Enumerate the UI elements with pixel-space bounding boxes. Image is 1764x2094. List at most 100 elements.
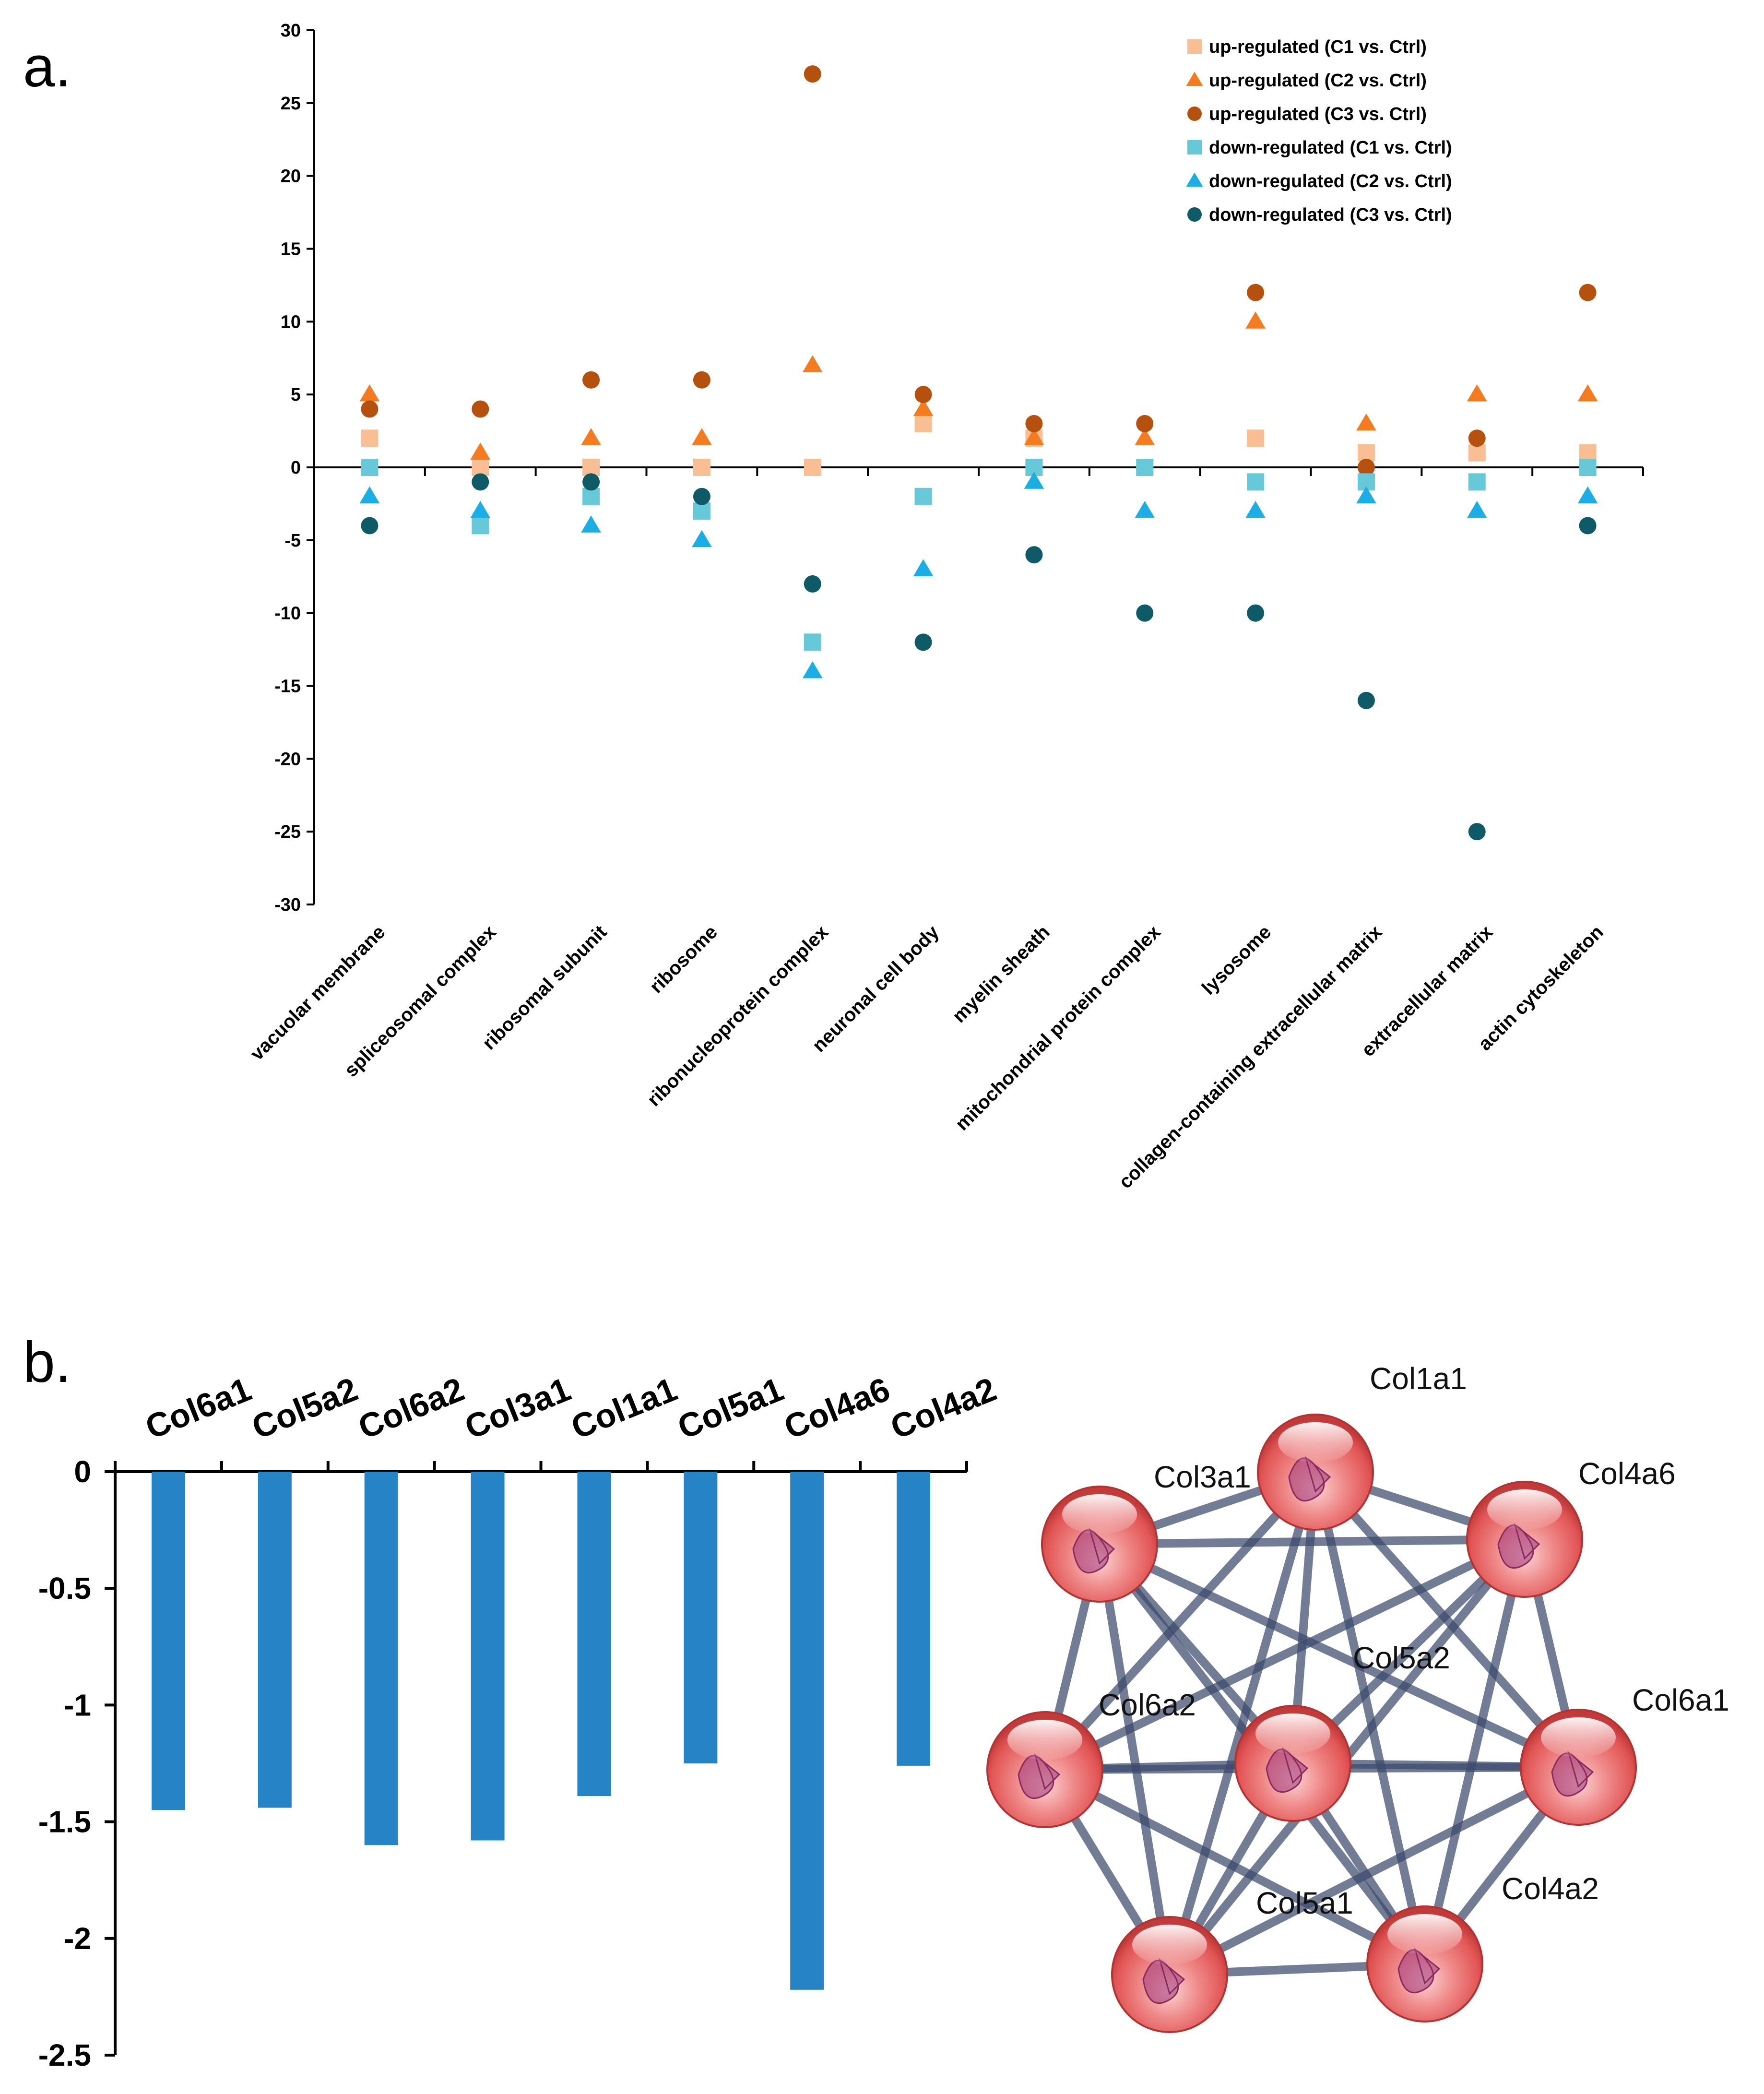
data-point [472,517,489,535]
category-label: ribosome [646,921,722,997]
y-tick-label: 20 [281,167,301,187]
bar [151,1472,185,1810]
edge [1095,1540,1174,1979]
data-point [1024,428,1044,445]
protein-structure-icon [1142,1958,1185,2004]
node-label: Col3a1 [1154,1460,1251,1494]
y-tick-label: 25 [281,94,301,114]
data-point [1579,444,1597,462]
data-point [1468,473,1486,491]
data-point [804,575,821,593]
y-tick-label: -5 [284,531,301,551]
data-point [914,488,932,505]
data-point [692,530,712,547]
legend-marker [1187,107,1202,121]
data-point [1245,311,1266,329]
data-point [359,486,380,504]
data-point [804,633,821,651]
node-label: Col6a1 [1632,1683,1729,1717]
legend-marker [1187,207,1202,222]
data-point [804,65,821,83]
category-label: Col5a2 [247,1370,363,1446]
node-highlight [1062,1494,1137,1535]
category-label: ribosomal subunit [478,921,611,1054]
y-tick-label: -2.5 [38,2038,91,2072]
legend-marker [1187,39,1202,54]
data-point [913,399,934,416]
data-point [1468,444,1486,462]
y-tick-label: -2 [64,1921,91,1956]
data-point [1356,413,1376,431]
bar [471,1472,505,1841]
data-point [582,473,600,491]
node-highlight [1255,1713,1330,1754]
panel-b-label: b. [23,1330,71,1394]
data-point [1579,517,1597,535]
category-label: ribonucleoprotein complex [643,921,832,1110]
data-point [361,429,379,447]
y-tick-label: -20 [274,749,301,769]
node-label: Col4a2 [1502,1871,1599,1906]
y-tick-label: 30 [281,21,301,41]
node [986,1711,1103,1828]
data-point [1245,500,1266,518]
bar [577,1472,611,1797]
data-point [1135,428,1155,445]
data-point [472,459,489,476]
y-tick-label: 15 [281,239,301,260]
node-label: Col4a6 [1578,1456,1676,1491]
edge [1095,1540,1583,1772]
category-label: actin cytoskeleton [1474,921,1608,1055]
node [1466,1481,1583,1598]
node [1520,1709,1637,1826]
y-tick-label: 5 [291,385,301,405]
data-point [1357,691,1375,709]
data-point [913,559,934,576]
data-point [693,459,710,476]
bar [790,1472,824,1990]
data-point [470,500,491,518]
data-point [1577,384,1598,402]
data-point [1356,486,1376,504]
data-point [1577,486,1598,504]
panel-a-label: a. [23,35,71,99]
node [1257,1414,1374,1531]
node-highlight [1132,1925,1207,1965]
y-tick-label: 0 [74,1454,91,1489]
data-point [1136,459,1154,476]
data-point [1136,415,1154,432]
data-point [470,442,491,460]
category-label: Col1a1 [566,1370,682,1446]
node-highlight [1387,1914,1462,1954]
data-point [361,517,379,535]
data-point [1247,284,1265,301]
category-label: lysosome [1198,921,1276,999]
data-point [361,459,379,476]
category-label: Col5a1 [673,1370,789,1446]
legend-entry: down-regulated (C2 vs. Ctrl) [1209,171,1452,191]
node-label: Col1a1 [1370,1361,1467,1396]
category-label: Col4a2 [885,1370,1001,1446]
data-point [581,428,601,445]
data-point [1025,546,1043,564]
node-highlight [1007,1720,1082,1760]
legend-marker [1186,172,1203,187]
y-tick-label: -15 [274,677,301,697]
category-label: mitochondrial protein complex [951,921,1164,1134]
data-point [1025,415,1043,432]
category-label: myelin sheath [948,921,1054,1027]
protein-structure-icon [1551,1750,1594,1797]
data-point [1024,472,1044,489]
data-point [692,428,712,445]
edge [1041,1468,1320,1774]
data-point [1247,473,1265,491]
legend-marker [1186,71,1203,86]
category-label: Col6a2 [353,1370,469,1446]
edge [1095,1535,1529,1548]
legend-entry: down-regulated (C1 vs. Ctrl) [1209,138,1452,158]
category-label: neuronal cell body [808,921,944,1057]
legend-entry: up-regulated (C2 vs. Ctrl) [1209,71,1427,91]
edge [1041,1535,1529,1774]
